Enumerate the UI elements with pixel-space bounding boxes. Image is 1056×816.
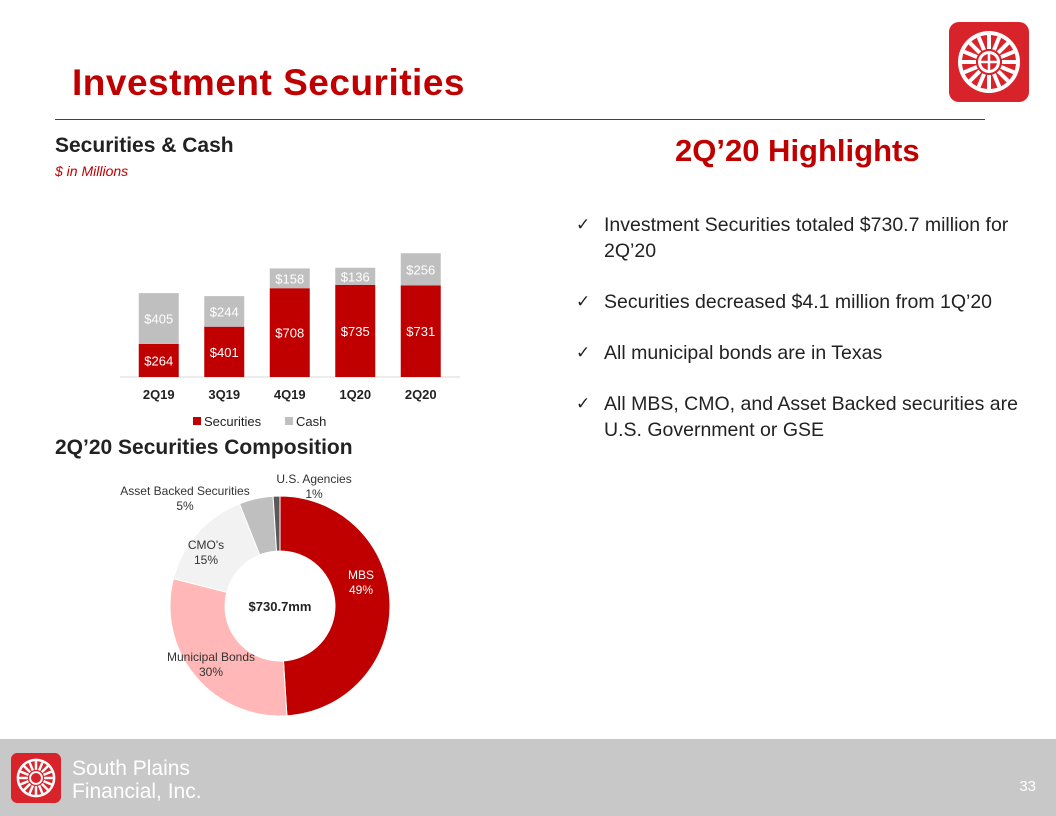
footer-bar: South Plains Financial, Inc. 33: [0, 739, 1056, 816]
bar-data-label: $731: [406, 324, 435, 339]
page-number: 33: [1019, 778, 1036, 795]
highlight-item: ✓ Securities decreased $4.1 million from …: [576, 291, 993, 313]
x-tick-label: 3Q19: [208, 387, 240, 402]
bar-data-label: $244: [210, 304, 239, 319]
bar-securities: [335, 284, 376, 377]
bar-cash: [335, 267, 376, 285]
bar-cash: [269, 268, 310, 289]
slice-percent-label: 30%: [199, 665, 223, 679]
bar-data-label: $158: [275, 271, 304, 286]
slice-name-label: CMO's: [188, 538, 224, 552]
slice-name-label: MBS: [348, 568, 374, 582]
checkmark-icon: ✓: [576, 292, 591, 311]
x-tick-label: 1Q20: [339, 387, 371, 402]
footer-company-name: South Plains Financial, Inc.: [72, 757, 202, 803]
slide-title: Investment Securities: [72, 62, 465, 103]
securities-cash-bar-chart: $264 $405 2Q19 $401 $244 3Q19 $708 $158 4Q19 $735…: [120, 253, 460, 429]
x-tick-label: 2Q19: [143, 387, 175, 402]
slice-name-label: Asset Backed Securities: [120, 484, 249, 498]
composition-title: 2Q’20 Securities Composition: [55, 436, 353, 459]
highlight-item: ✓ Investment Securities totaled $730.7 mi…: [576, 214, 1009, 262]
slice-percent-label: 49%: [349, 583, 373, 597]
donut-slice: [169, 578, 288, 717]
slice-percent-label: 5%: [176, 499, 194, 513]
company-name-line2: Financial, Inc.: [72, 780, 202, 803]
bar-data-label: $708: [275, 326, 304, 341]
bar-cash: [400, 253, 441, 286]
highlights-title: 2Q’20 Highlights: [675, 133, 920, 168]
donut-slice: [279, 495, 391, 717]
slice-percent-label: 15%: [194, 553, 218, 567]
footer-company-logo: [11, 753, 61, 803]
legend-label: Cash: [296, 414, 326, 429]
checkmark-icon: ✓: [576, 394, 591, 413]
bar-cash: [138, 293, 179, 344]
x-tick-label: 2Q20: [405, 387, 437, 402]
highlights-list: ✓ Investment Securities totaled $730.7 mi…: [576, 212, 1036, 468]
company-logo: [949, 22, 1029, 102]
bar-securities: [204, 326, 245, 377]
bar-data-label: $136: [341, 269, 370, 284]
bar-data-label: $264: [144, 353, 173, 368]
bar-data-label: $401: [210, 345, 239, 360]
donut-center-label: $730.7mm: [249, 599, 312, 614]
highlight-item: ✓ All municipal bonds are in Texas: [576, 342, 883, 364]
slice-name-label: U.S. Agencies: [276, 472, 351, 486]
securities-chart-title: Securities & Cash: [55, 134, 234, 157]
bar-securities: [269, 288, 310, 377]
slice-name-label: Municipal Bonds: [167, 650, 255, 664]
bar-securities: [400, 285, 441, 377]
legend-label: Securities: [204, 414, 262, 429]
x-tick-label: 4Q19: [274, 387, 306, 402]
company-name-line1: South Plains: [72, 757, 190, 780]
slice-percent-label: 1%: [305, 487, 323, 501]
bar-data-label: $256: [406, 262, 435, 277]
bar-data-label: $405: [144, 312, 173, 327]
legend-swatch: [285, 417, 293, 425]
legend-swatch: [193, 417, 201, 425]
bar-data-label: $735: [341, 324, 370, 339]
highlight-item: ✓ All MBS, CMO, and Asset Backed securiti…: [576, 393, 1018, 441]
bar-cash: [204, 296, 245, 327]
bar-securities: [138, 343, 179, 377]
checkmark-icon: ✓: [576, 343, 591, 362]
donut-slice: [272, 495, 281, 552]
securities-chart-subtitle: $ in Millions: [55, 163, 129, 179]
title-divider: [55, 119, 985, 120]
checkmark-icon: ✓: [576, 215, 591, 234]
